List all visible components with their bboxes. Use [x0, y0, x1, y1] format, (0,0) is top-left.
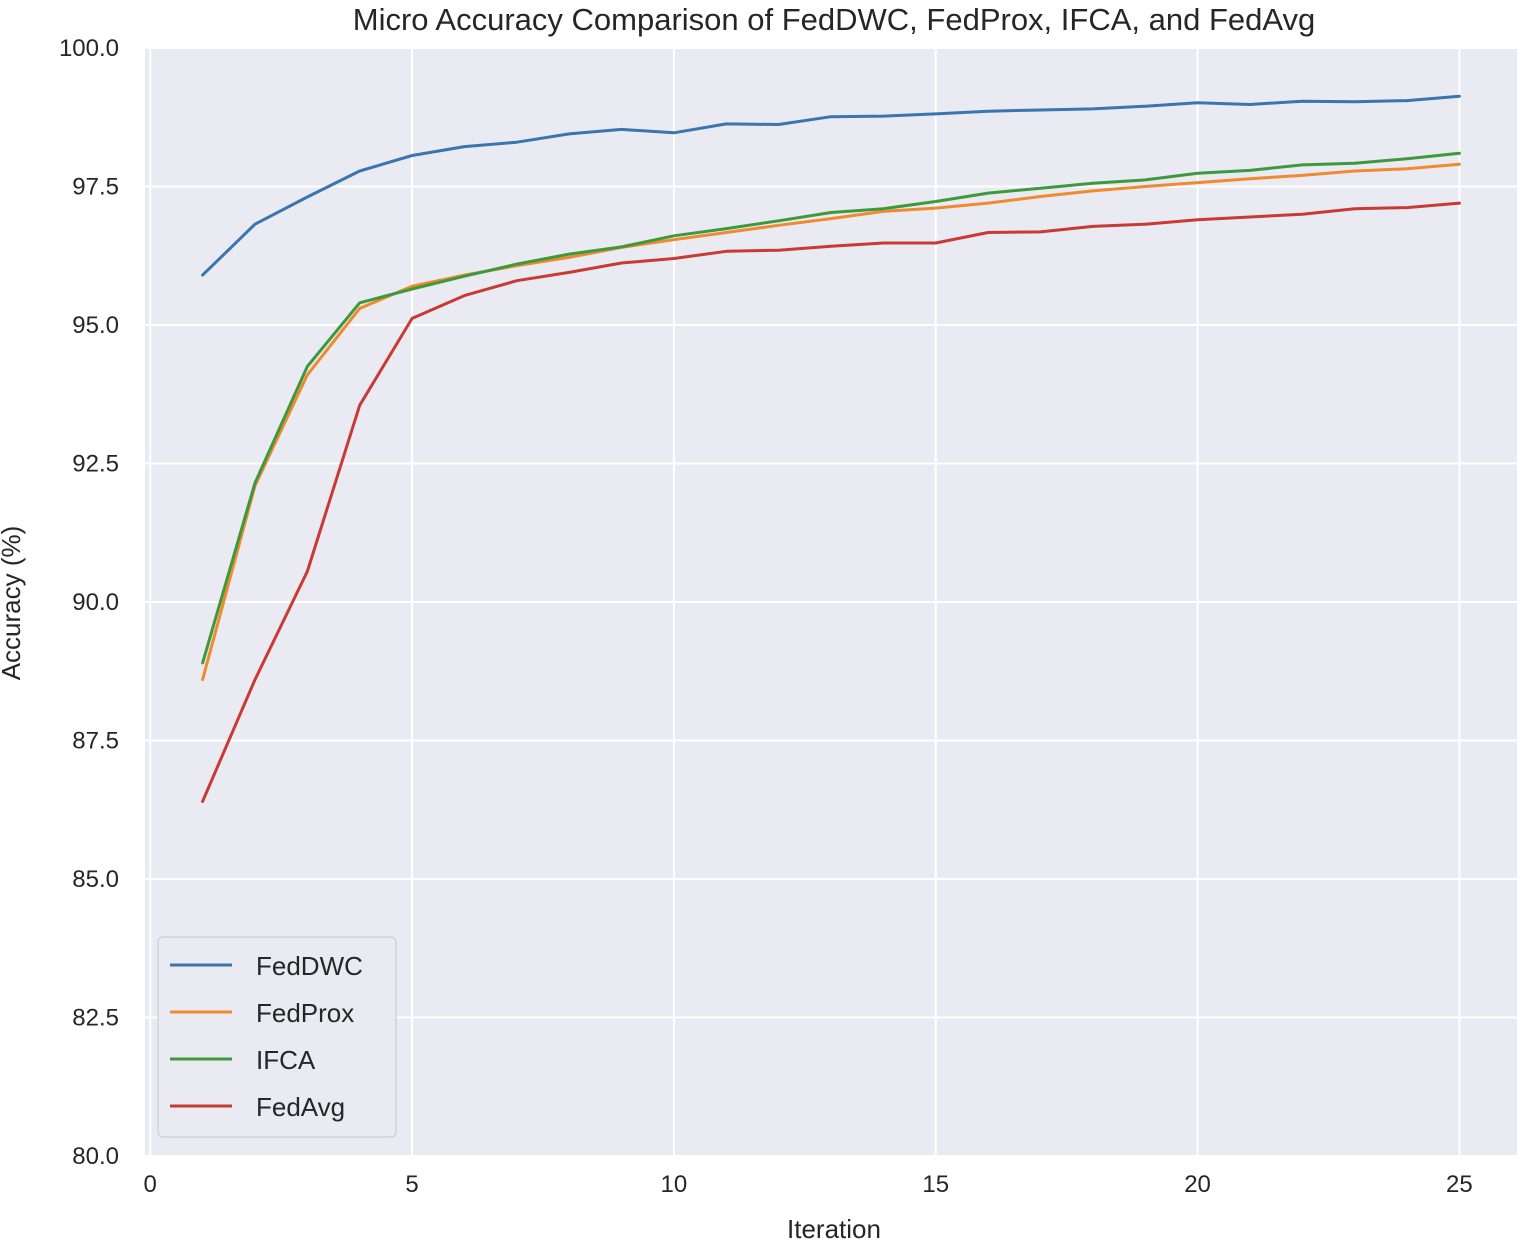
y-tick-label: 97.5 — [72, 174, 119, 201]
y-tick-label: 95.0 — [72, 312, 119, 339]
y-tick-label: 80.0 — [72, 1143, 119, 1170]
x-tick-label: 25 — [1446, 1171, 1473, 1198]
y-tick-label: 92.5 — [72, 451, 119, 478]
series-line-fedavg — [201, 201, 1461, 803]
y-tick-label: 85.0 — [72, 866, 119, 893]
legend-label-fedprox: FedProx — [256, 998, 354, 1028]
x-tick-label: 0 — [144, 1171, 157, 1198]
legend-label-feddwc: FedDWC — [256, 951, 363, 981]
y-axis-label: Accuracy (%) — [0, 526, 26, 681]
y-tick-label: 90.0 — [72, 589, 119, 616]
tick-labels: 0 5 10 15 20 25 80.0 82.5 85.0 87.5 90.0 92.5 95.0 97… — [59, 35, 1473, 1198]
series-line-fedprox — [201, 162, 1461, 682]
x-tick-label: 20 — [1184, 1171, 1211, 1198]
legend-label-fedavg: FedAvg — [256, 1092, 345, 1122]
x-tick-label: 5 — [405, 1171, 418, 1198]
y-tick-label: 82.5 — [72, 1005, 119, 1032]
chart-title: Micro Accuracy Comparison of FedDWC, Fed… — [353, 2, 1315, 37]
legend: FedDWC FedProx IFCA FedAvg — [157, 936, 397, 1138]
series-line-feddwc — [201, 94, 1461, 277]
legend-label-ifca: IFCA — [256, 1045, 316, 1075]
series-lines — [201, 94, 1461, 803]
legend-frame — [157, 936, 397, 1138]
series-line-ifca — [201, 151, 1461, 665]
x-axis-label: Iteration — [787, 1214, 881, 1244]
y-tick-label: 100.0 — [59, 35, 119, 62]
x-tick-label: 10 — [661, 1171, 688, 1198]
y-tick-label: 87.5 — [72, 728, 119, 755]
x-tick-label: 15 — [922, 1171, 949, 1198]
